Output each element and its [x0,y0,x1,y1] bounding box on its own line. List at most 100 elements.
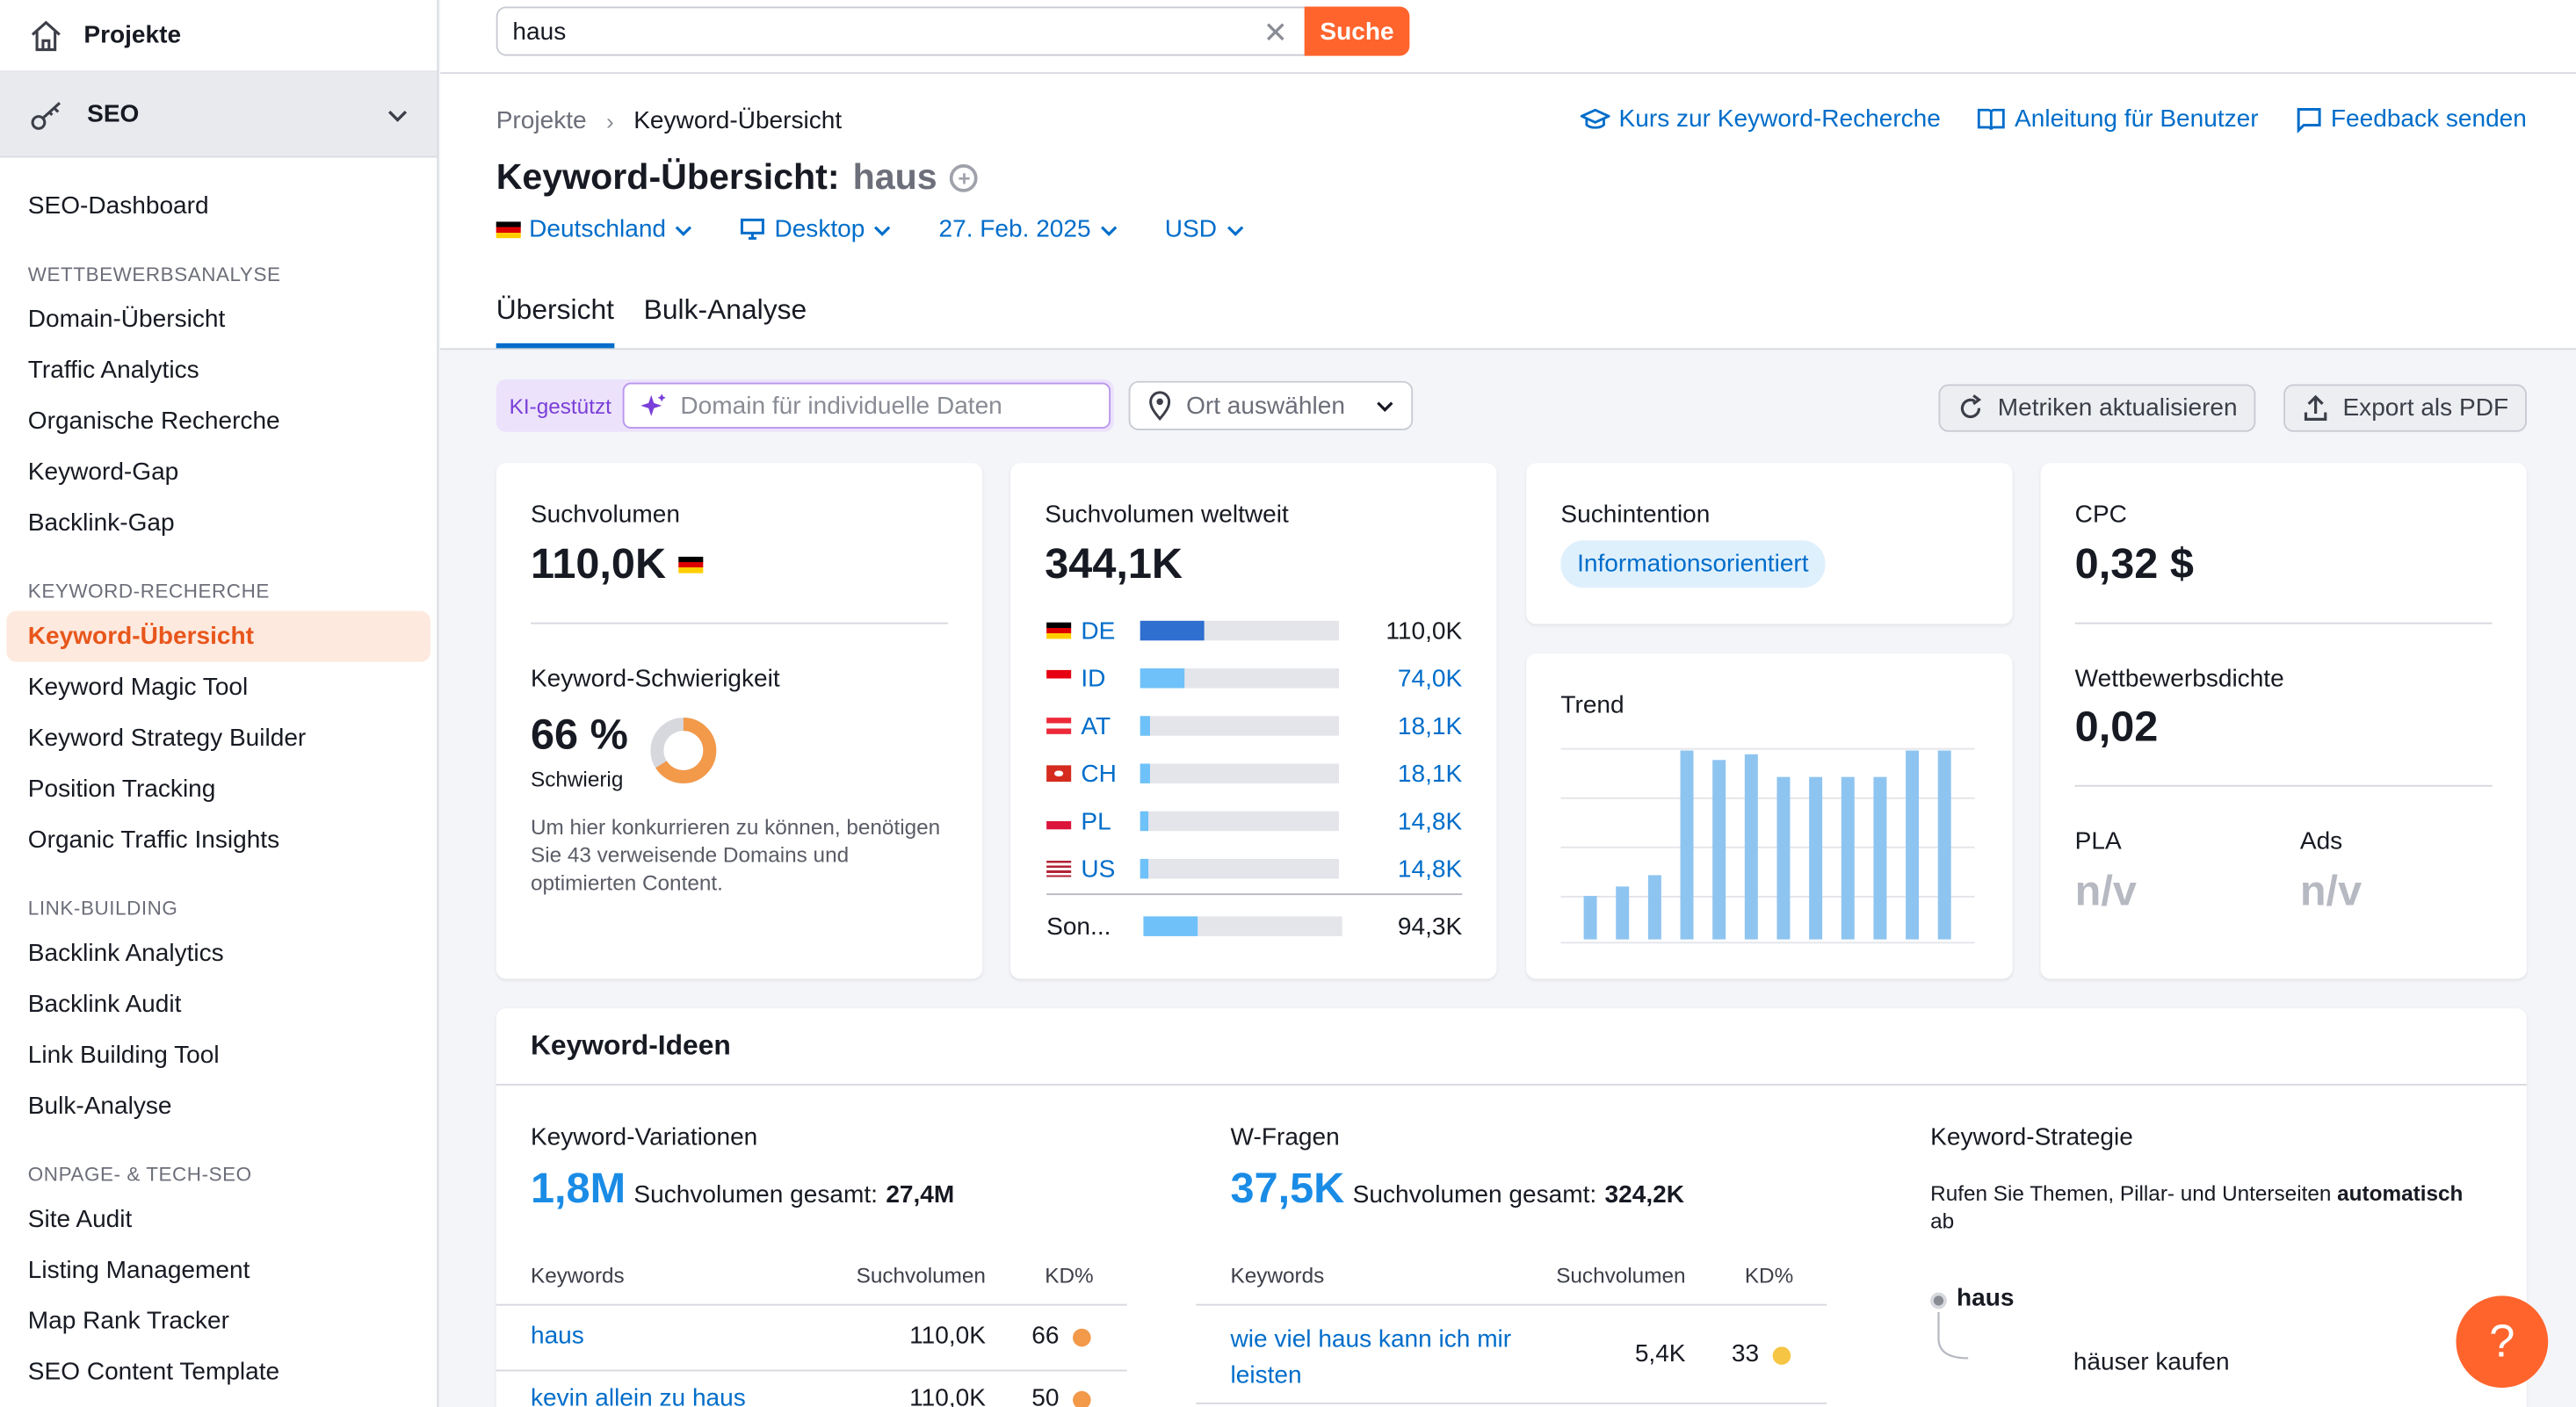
questions-count[interactable]: 37,5K [1230,1162,1345,1212]
country-code[interactable]: US [1081,855,1116,884]
ads-value: n/v [2299,865,2363,915]
us-flag-icon [1046,860,1072,877]
sidebar-item-listing-management[interactable]: Listing Management [27,1256,250,1285]
country-code[interactable]: ID [1081,664,1106,693]
page-title-keyword: haus [852,155,937,198]
sidebar-item-keyword-übersicht[interactable]: Keyword-Übersicht [6,610,431,662]
divider [530,622,948,624]
sidebar-item-domain-übersicht[interactable]: Domain-Übersicht [27,305,226,334]
keyword-link[interactable]: haus [530,1322,584,1351]
sidebar-item-bulk-analyse[interactable]: Bulk-Analyse [27,1092,172,1121]
country-code[interactable]: CH [1081,759,1117,788]
difficulty-level: Schwierig [530,767,624,792]
upload-icon [2304,394,2327,421]
sidebar-item-position-tracking[interactable]: Position Tracking [27,775,216,804]
location-select[interactable]: Ort auswählen [1128,380,1414,430]
strategy-child[interactable]: häuser kaufen [2073,1348,2230,1376]
trend-bar[interactable] [1583,896,1597,940]
difficulty-value: 66 % [530,709,628,759]
trend-bar[interactable] [1937,750,1951,940]
trend-bar[interactable] [1906,750,1920,940]
course-link[interactable]: Kurs zur Keyword-Recherche [1581,105,1941,133]
date-select[interactable]: 27. Feb. 2025 [939,215,1119,243]
breadcrumb-projects[interactable]: Projekte [496,106,587,135]
add-keyword-icon[interactable]: + [950,163,979,191]
country-value[interactable]: 14,8K [1397,807,1463,835]
sidebar-item-backlink-gap[interactable]: Backlink-Gap [27,509,175,538]
refresh-icon [1960,394,1982,419]
trend-bar[interactable] [1744,754,1758,940]
country-value[interactable]: 18,1K [1397,711,1463,740]
feedback-link[interactable]: Feedback senden [2295,105,2527,133]
device-select[interactable]: Desktop [740,215,893,243]
sidebar-item-keyword-gap[interactable]: Keyword-Gap [27,458,179,487]
date-value: 27. Feb. 2025 [938,214,1091,243]
manual-link[interactable]: Anleitung für Benutzer [1977,105,2259,133]
search-value: haus [512,17,567,46]
header-links: Kurs zur Keyword-Recherche Anleitung für… [1581,105,2527,133]
export-pdf-button[interactable]: Export als PDF [2283,384,2527,432]
global-volume-card: Suchvolumen weltweit 344,1K DE 110,0K ID 74… [1009,463,1497,979]
sidebar-item-traffic-analytics[interactable]: Traffic Analytics [27,356,199,385]
sidebar-item-organic-traffic-insights[interactable]: Organic Traffic Insights [27,826,280,855]
sidebar-section-heading: LINK-BUILDING [27,896,178,920]
variations-count[interactable]: 1,8M [530,1162,626,1212]
country-value[interactable]: 18,1K [1397,759,1463,788]
de-flag-icon [1046,622,1072,639]
variations-title: Keyword-Variationen [530,1123,758,1151]
keyword-link[interactable]: wie viel haus kann ich mir leisten [1230,1325,1512,1389]
sidebar-item-link-building-tool[interactable]: Link Building Tool [27,1041,220,1070]
help-button[interactable]: ? [2456,1295,2549,1389]
country-code[interactable]: AT [1081,711,1111,740]
trend-bar[interactable] [1712,760,1726,940]
trend-chart [1560,747,1975,944]
strategy-root[interactable]: haus [1957,1284,2015,1313]
keyword-link[interactable]: kevin allein zu haus [530,1384,746,1407]
sidebar-item-seo-dashboard[interactable]: SEO-Dashboard [27,191,209,220]
germany-flag-icon [679,555,705,573]
trend-bar[interactable] [1680,750,1694,940]
country-row-pl: PL 14,8K [1046,805,1462,837]
search-button[interactable]: Suche [1304,6,1410,56]
country-value[interactable]: 74,0K [1397,664,1463,693]
sidebar-item-backlink-analytics[interactable]: Backlink Analytics [27,939,224,968]
country-bar-fill [1140,716,1151,736]
sidebar-item-map-rank-tracker[interactable]: Map Rank Tracker [27,1307,229,1336]
divider [496,1369,1127,1372]
trend-bar[interactable] [1647,875,1661,940]
sidebar-item-organische-recherche[interactable]: Organische Recherche [27,407,280,436]
trend-bar[interactable] [1841,776,1855,940]
refresh-metrics-button[interactable]: Metriken aktualisieren [1938,384,2256,432]
tab-overview[interactable]: Übersicht [496,294,614,349]
page-header: Projekte › Keyword-Übersicht Kurs zur Ke… [440,74,2576,350]
sidebar-item-keyword-strategy-builder[interactable]: Keyword Strategy Builder [27,724,307,753]
sidebar-item-backlink-audit[interactable]: Backlink Audit [27,990,182,1019]
country-code[interactable]: PL [1081,807,1111,835]
country-code[interactable]: DE [1081,617,1116,645]
trend-bar[interactable] [1809,776,1823,940]
country-bar-fill [1140,811,1148,832]
sidebar-item-seo-content-template[interactable]: SEO Content Template [27,1358,280,1387]
chevron-down-icon [1101,225,1118,235]
currency-select[interactable]: USD [1165,215,1245,243]
clear-icon[interactable]: ✕ [1263,16,1289,50]
sidebar-item-keyword-magic-tool[interactable]: Keyword Magic Tool [27,673,249,702]
country-select[interactable]: Deutschland [496,215,694,243]
refresh-metrics-label: Metriken aktualisieren [1997,393,2238,422]
domain-input[interactable]: Domain für individuelle Daten [622,382,1111,429]
sidebar-item-site-audit[interactable]: Site Audit [27,1205,133,1234]
tab-bulk-analysis[interactable]: Bulk-Analyse [643,293,807,326]
home-icon [31,19,61,51]
table-row: kevin allein zu haus 110,0K 50 [531,1384,1096,1407]
divider [496,1303,1127,1306]
country-value[interactable]: 14,8K [1397,855,1463,884]
seo-toggle[interactable]: SEO [0,72,438,158]
trend-bar[interactable] [1776,776,1791,940]
country-bar [1140,811,1339,832]
trend-bar[interactable] [1873,776,1887,940]
col-header-keywords: Keywords [1230,1262,1325,1288]
projects-link[interactable]: Projekte [0,0,438,73]
search-input[interactable]: haus ✕ [496,6,1306,56]
volume-value-row: 110,0K [531,538,705,589]
trend-bar[interactable] [1616,886,1630,940]
